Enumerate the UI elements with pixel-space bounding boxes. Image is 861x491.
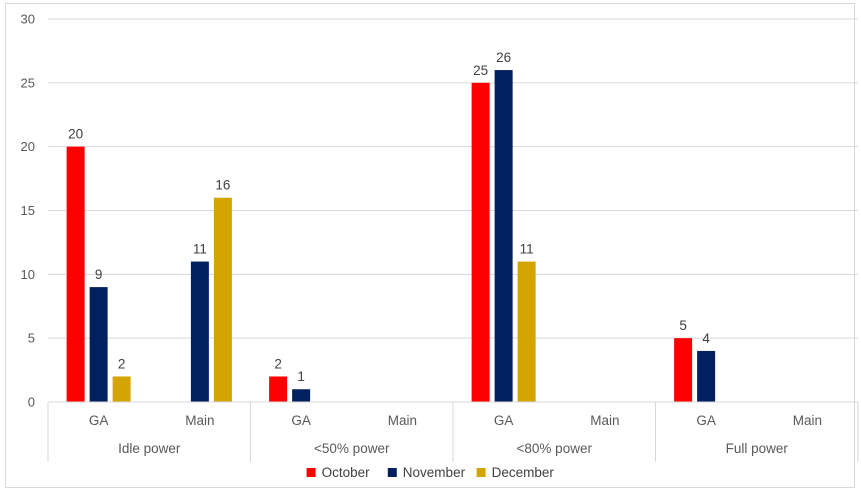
y-tick-label: 0 <box>28 395 35 410</box>
legend-swatch-december <box>476 468 486 477</box>
bar-october <box>269 376 288 402</box>
data-label: 20 <box>68 127 83 142</box>
x-tick-label: Main <box>388 413 417 428</box>
bar-december <box>112 376 131 402</box>
legend-swatch-october <box>306 468 316 477</box>
group-label: <80% power <box>517 441 593 456</box>
bar-december <box>517 261 536 402</box>
x-tick-label: Main <box>185 413 214 428</box>
x-tick-label: GA <box>291 413 311 428</box>
bar-november <box>697 350 716 402</box>
data-label: 9 <box>95 267 103 282</box>
legend-label-november: November <box>403 465 466 480</box>
chart-frame <box>5 3 855 488</box>
x-tick-label: GA <box>696 413 716 428</box>
y-tick-label: 15 <box>21 203 35 218</box>
x-tick-label: GA <box>89 413 109 428</box>
data-label: 16 <box>215 178 230 193</box>
legend-label-december: December <box>492 465 555 480</box>
data-label: 1 <box>297 369 305 384</box>
x-tick-label: Main <box>590 413 619 428</box>
bar-october <box>674 338 693 402</box>
bar-november <box>89 287 108 402</box>
y-tick-label: 10 <box>21 267 35 282</box>
x-tick-label: Main <box>793 413 822 428</box>
data-label: 2 <box>118 356 126 371</box>
group-label: Full power <box>726 441 789 456</box>
data-label: 26 <box>496 50 511 65</box>
y-tick-label: 30 <box>21 12 35 27</box>
group-label: <50% power <box>314 441 390 456</box>
group-label: Idle power <box>118 441 181 456</box>
y-tick-label: 25 <box>21 75 35 90</box>
legend-label-october: October <box>322 465 371 480</box>
bar-november <box>494 70 513 403</box>
data-label: 11 <box>520 242 534 257</box>
x-tick-label: GA <box>494 413 514 428</box>
data-label: 4 <box>702 331 710 346</box>
data-label: 5 <box>679 318 687 333</box>
bar-november <box>190 261 209 402</box>
data-label: 11 <box>193 242 207 257</box>
bar-october <box>66 146 85 402</box>
data-label: 25 <box>473 63 488 78</box>
bar-october <box>471 82 490 402</box>
bar-november <box>292 389 311 402</box>
legend-swatch-november <box>387 468 397 477</box>
y-tick-label: 5 <box>28 331 35 346</box>
bar-december <box>213 197 232 402</box>
data-label: 2 <box>274 356 282 371</box>
y-tick-label: 20 <box>21 139 35 154</box>
